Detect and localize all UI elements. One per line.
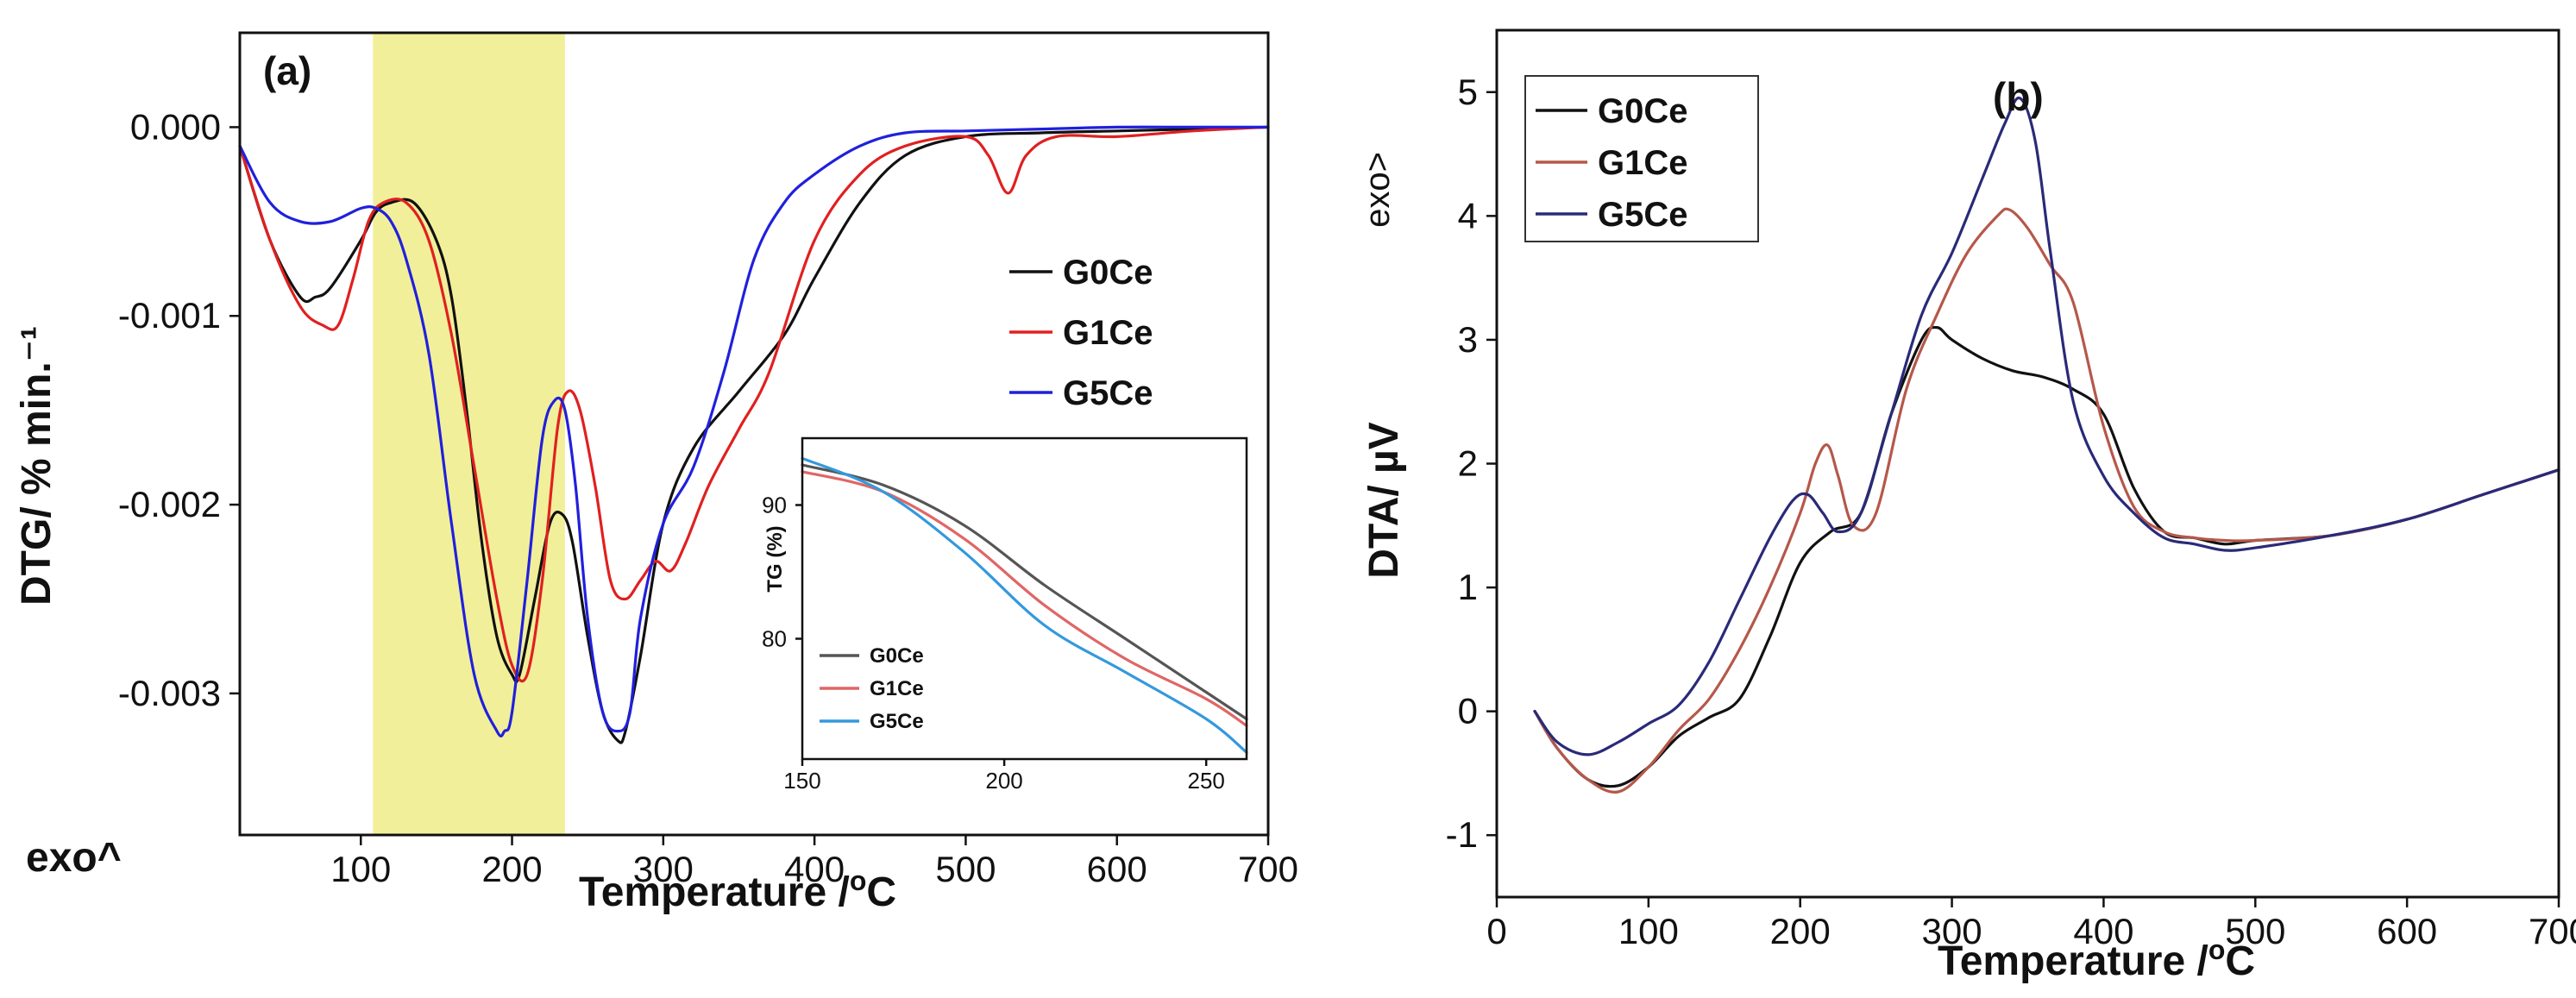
inset-series-g0ce [801,463,1248,721]
panel-b-x-tick-label: 700 [2529,911,2576,951]
panel-b-x-tick-label: 400 [2073,911,2133,951]
panel-a-x-tick-label: 300 [633,849,694,889]
panel-b-x-tick-label: 500 [2225,911,2285,951]
panel-a-axes-frame [238,31,1270,837]
panel-a-dtg-chart: 100 200 300 400 500 600 700 0.000 -0.001 -0.002 -… [14,31,1298,915]
panel-a-x-tick-label: 200 [481,849,542,889]
panel-a-exo-note: exo^ [26,835,122,881]
panel-a-series-g1ce [238,125,1270,683]
panel-a-legend: G0Ce G1Ce G5Ce [1009,254,1153,412]
panel-a-y-tick-label: -0.003 [118,673,221,713]
panel-a-x-axis-title: Temperature /oC [579,865,896,915]
panel-b-x-tick-label: 200 [1770,911,1831,951]
panel-b-y-tick-label: 5 [1458,72,1478,112]
panel-b-x-tick-label: 100 [1618,911,1679,951]
panel-a-legend-label-g0ce: G0Ce [1063,254,1153,292]
panel-a-x-tick-label: 400 [784,849,845,889]
inset-background [802,438,1247,759]
panel-a-series-g0ce [238,125,1270,744]
inset-x-tick-label: 150 [783,768,820,794]
inset-y-axis-title: TG (%) [763,525,787,592]
panel-b-label: (b) [1993,74,2044,119]
inset-legend-label-g1ce: G1Ce [870,677,924,700]
panel-b-legend-label-g1ce: G1Ce [1598,144,1688,182]
panel-a-label: (a) [263,48,311,93]
inset-series-g5ce [801,456,1248,754]
panel-b-legend-label-g0ce: G0Ce [1598,92,1688,130]
panel-a-x-tick-label: 100 [330,849,391,889]
panel-b-series-g1ce [1533,207,2560,794]
panel-a-inset-tg-chart: 150 200 250 80 90 TG (%) G0Ce G1Ce G5Ce [762,436,1248,794]
inset-axes-frame [801,436,1248,761]
panel-b-x-tick-label: 300 [1922,911,1982,951]
panel-a-y-tick-label: 0.000 [130,106,221,147]
panel-a-y-tick-label: -0.002 [118,484,221,524]
inset-legend: G0Ce G1Ce G5Ce [820,644,924,733]
panel-b-dta-chart: 0 100 200 300 400 500 600 700 -1 0 1 2 3 4 5 (b) Temp… [1359,28,2576,984]
panel-b-legend: G0Ce G1Ce G5Ce [1524,75,1759,242]
panel-b-y-tick-label: 0 [1458,691,1478,731]
panel-b-exo-note: exo> [1359,152,1397,228]
panel-b-x-axis-title: Temperature /oC [1938,934,2255,984]
panel-b-y-tick-label: 2 [1458,443,1478,484]
panel-a-x-tick-label: 700 [1238,849,1298,889]
panel-b-series-g5ce [1533,96,2560,756]
panel-b-y-tick-label: 4 [1458,195,1478,235]
panel-b-y-axis-title: DTA/ µV [1361,422,1407,578]
panel-a-y-tick-label: -0.001 [118,295,221,336]
panel-b-y-tick-label: -1 [1446,814,1478,855]
panel-b-x-tick-label: 0 [1486,911,1506,951]
panel-a-series-g5ce [238,125,1270,738]
inset-y-tick-label: 80 [762,626,787,652]
panel-a-x-tick-label: 600 [1087,849,1147,889]
panel-b-y-tick-label: 1 [1458,567,1478,607]
inset-x-tick-label: 250 [1187,768,1224,794]
panel-b-series-g0ce [1533,325,2560,788]
inset-legend-label-g0ce: G0Ce [870,644,924,668]
panel-a-legend-label-g1ce: G1Ce [1063,314,1153,352]
panel-a-y-axis-title: DTG/ % min.⁻¹ [14,326,60,606]
panel-a-legend-label-g5ce: G5Ce [1063,374,1153,412]
panel-b-legend-label-g5ce: G5Ce [1598,196,1688,234]
panel-b-y-tick-label: 3 [1458,319,1478,360]
panel-a-x-tick-label: 500 [935,849,996,889]
panel-b-x-tick-label: 600 [2377,911,2437,951]
inset-y-tick-label: 90 [762,493,787,518]
inset-x-tick-label: 200 [985,768,1022,794]
inset-legend-label-g5ce: G5Ce [870,710,924,733]
